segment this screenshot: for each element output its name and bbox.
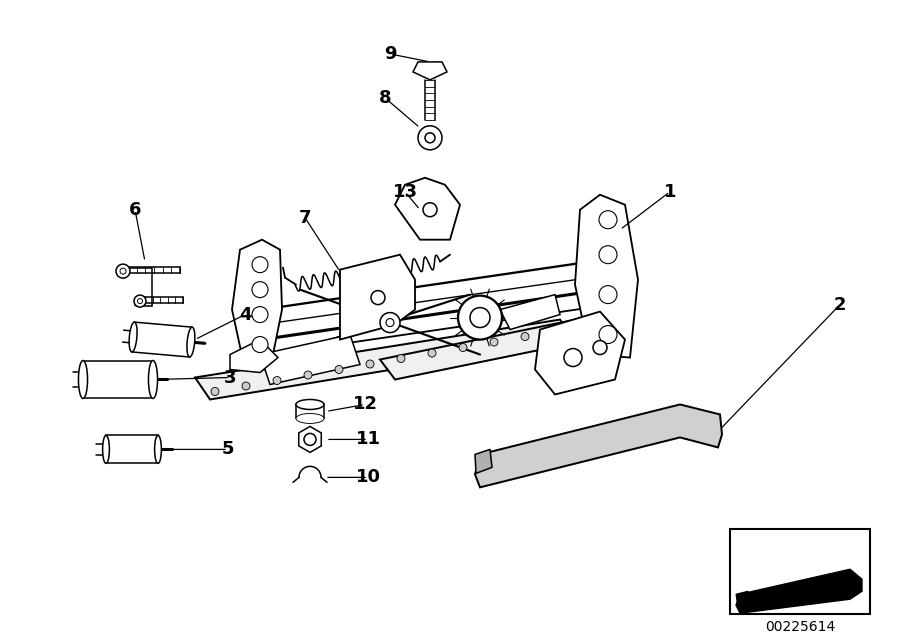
Polygon shape (500, 294, 560, 329)
Circle shape (242, 382, 250, 390)
Circle shape (120, 268, 126, 274)
Text: 1: 1 (664, 183, 676, 201)
Polygon shape (260, 335, 360, 385)
Polygon shape (413, 62, 447, 80)
Polygon shape (296, 404, 324, 418)
Polygon shape (475, 450, 492, 473)
Ellipse shape (296, 399, 324, 410)
Text: 12: 12 (353, 396, 377, 413)
Polygon shape (535, 312, 625, 394)
Text: 5: 5 (221, 440, 234, 459)
Circle shape (599, 211, 617, 229)
Circle shape (366, 360, 374, 368)
Polygon shape (230, 340, 278, 373)
Circle shape (304, 433, 316, 445)
Circle shape (599, 245, 617, 264)
Circle shape (418, 126, 442, 150)
Text: 10: 10 (356, 468, 381, 487)
Polygon shape (83, 361, 153, 399)
Text: 2: 2 (833, 296, 846, 314)
Circle shape (252, 336, 268, 352)
Circle shape (599, 286, 617, 303)
Polygon shape (340, 254, 415, 340)
Polygon shape (135, 296, 145, 305)
Ellipse shape (148, 361, 157, 399)
Circle shape (335, 366, 343, 373)
Circle shape (134, 295, 146, 307)
Circle shape (252, 257, 268, 273)
Circle shape (593, 340, 607, 354)
Text: 6: 6 (129, 201, 141, 219)
Polygon shape (395, 178, 460, 240)
Ellipse shape (296, 413, 324, 424)
Ellipse shape (129, 322, 137, 352)
Text: 3: 3 (224, 368, 236, 387)
Polygon shape (232, 240, 282, 370)
Polygon shape (195, 319, 575, 399)
Circle shape (490, 338, 498, 346)
Text: 4: 4 (238, 305, 251, 324)
Polygon shape (575, 195, 638, 357)
Circle shape (273, 377, 281, 385)
Circle shape (371, 291, 385, 305)
Circle shape (521, 333, 529, 340)
Circle shape (599, 326, 617, 343)
Circle shape (304, 371, 312, 379)
Circle shape (428, 349, 436, 357)
Polygon shape (475, 404, 722, 487)
Circle shape (116, 264, 130, 278)
Circle shape (252, 307, 268, 322)
Circle shape (425, 133, 435, 143)
Text: 11: 11 (356, 431, 381, 448)
Circle shape (386, 319, 394, 326)
Circle shape (470, 308, 490, 328)
Text: 13: 13 (392, 183, 418, 201)
Circle shape (380, 312, 400, 333)
Polygon shape (730, 529, 870, 614)
Ellipse shape (155, 436, 161, 464)
Circle shape (459, 343, 467, 352)
Text: 7: 7 (299, 209, 311, 226)
Circle shape (138, 299, 142, 303)
Circle shape (397, 354, 405, 363)
Ellipse shape (78, 361, 87, 399)
Polygon shape (736, 591, 750, 607)
Ellipse shape (187, 327, 195, 357)
Circle shape (458, 296, 502, 340)
Polygon shape (131, 322, 193, 357)
Polygon shape (736, 569, 862, 613)
Ellipse shape (103, 436, 110, 464)
Polygon shape (380, 315, 610, 380)
Text: 8: 8 (379, 89, 392, 107)
Polygon shape (106, 436, 158, 464)
Circle shape (423, 203, 437, 217)
Circle shape (564, 349, 582, 366)
Circle shape (211, 387, 219, 396)
Circle shape (252, 282, 268, 298)
Polygon shape (299, 426, 321, 452)
Polygon shape (118, 266, 128, 275)
Text: 9: 9 (383, 45, 396, 63)
Text: 00225614: 00225614 (765, 620, 835, 634)
